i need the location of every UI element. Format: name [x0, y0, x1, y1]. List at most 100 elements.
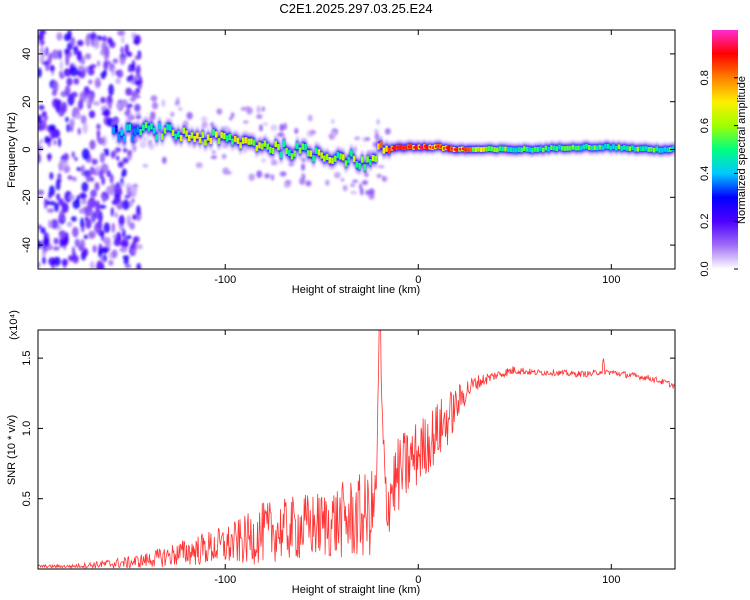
spectrogram-cell	[131, 90, 139, 99]
spectrogram-cell	[305, 180, 312, 187]
spectrogram-cell	[62, 236, 68, 248]
spectrogram-cell	[70, 36, 76, 47]
spectrogram-cell	[421, 146, 424, 149]
spectrogram-cell	[64, 190, 73, 203]
spectrogram-cell	[42, 61, 50, 66]
spectrogram-cell	[71, 151, 75, 159]
spectrogram-cell	[320, 152, 323, 159]
spectrogram-cell	[112, 58, 119, 64]
spectrogram-cell	[459, 148, 461, 151]
spectrogram-cell	[585, 143, 588, 149]
spectrogram-cell	[358, 162, 361, 170]
spectrogram-cell	[122, 228, 126, 239]
spectrogram-cell	[65, 116, 69, 123]
spectrogram-cell	[74, 156, 78, 162]
spectrogram-cell	[64, 48, 71, 55]
spectrogram-cell	[355, 161, 359, 168]
spectrogram-cell	[88, 230, 96, 239]
spectrogram-cell	[282, 140, 286, 147]
spectrogram-cell	[523, 146, 526, 152]
spectrogram-cell	[124, 43, 129, 55]
spectrogram-y-tick-label: -20	[21, 189, 33, 205]
spectrogram-cell	[120, 35, 125, 44]
snr-panel: -100 0 100 0.5 1.0 1.5 Height of straight li…	[6, 310, 676, 596]
spectrogram-cell	[97, 137, 105, 145]
spectrogram-cell	[385, 145, 388, 152]
spectrogram-cell	[373, 128, 380, 134]
spectrogram-cell	[350, 190, 358, 195]
spectrogram-cell	[487, 146, 491, 152]
spectrogram-cell	[80, 199, 88, 205]
spectrogram-cell	[100, 97, 106, 104]
spectrogram-cell	[142, 137, 148, 142]
spectrogram-cell	[80, 238, 86, 251]
spectrogram-cell	[49, 124, 56, 131]
spectrogram-cell	[127, 149, 133, 156]
spectrogram-cell	[196, 132, 199, 139]
spectrogram-cell	[131, 134, 134, 142]
spectrogram-cell	[426, 146, 429, 149]
spectrogram-cell	[45, 46, 49, 57]
spectrogram-cell	[124, 194, 131, 199]
spectrogram-cell	[405, 146, 407, 149]
spectrogram-cell	[328, 156, 332, 164]
spectrogram-cell	[351, 179, 359, 183]
spectrogram-cell	[301, 157, 306, 163]
spectrogram-cell	[399, 145, 402, 149]
spectrogram-cell	[363, 164, 367, 171]
spectrogram-cell	[51, 49, 60, 60]
spectrogram-cell	[655, 146, 659, 152]
spectrogram-cell	[52, 246, 60, 251]
spectrogram-cell	[51, 89, 57, 97]
spectrogram-cell	[258, 142, 261, 149]
colorbar-label: Normalized spectral amplitude	[736, 76, 748, 224]
snr-x-label: Height of straight line (km)	[292, 584, 420, 596]
spectrogram-cell	[509, 147, 513, 153]
spectrogram-cell	[85, 35, 91, 47]
spectrogram-cell	[135, 244, 143, 250]
spectrogram-cell	[49, 172, 54, 180]
spectrogram-x-tick-label: 0	[415, 274, 421, 286]
spectrogram-cell	[360, 187, 364, 196]
spectrogram-cell	[66, 77, 73, 87]
spectrogram-cell	[100, 255, 104, 263]
spectrogram-cell	[187, 134, 191, 142]
spectrogram-cell	[81, 181, 89, 193]
spectrogram-cell	[120, 46, 124, 55]
spectrogram-cell	[517, 147, 521, 153]
spectrogram-y-tick-label: 0	[21, 146, 33, 152]
spectrogram-cell	[429, 145, 432, 149]
spectrogram-cell	[220, 132, 223, 139]
spectrogram-cell	[84, 53, 92, 60]
snr-plot-area	[38, 330, 675, 569]
spectrogram-cell	[59, 60, 64, 72]
spectrogram-cell	[331, 157, 334, 164]
spectrogram-cell	[244, 106, 251, 111]
spectrogram-cell	[269, 146, 272, 153]
spectrogram-cell	[64, 85, 71, 97]
snr-y-tick-label: 0.5	[21, 491, 33, 506]
spectrogram-cell	[85, 66, 89, 73]
spectrogram-cell	[113, 184, 122, 195]
spectrogram-cell	[418, 145, 421, 149]
spectrogram-cell	[101, 110, 109, 116]
spectrogram-cell	[117, 134, 121, 141]
spectrogram-cell	[47, 219, 53, 229]
spectrogram-cell	[330, 131, 337, 139]
spectrogram-cell	[67, 175, 73, 180]
spectrogram-cell	[410, 145, 413, 148]
spectrogram-cell	[55, 180, 61, 191]
spectrogram-cell	[83, 234, 89, 240]
spectrogram-cell	[294, 127, 299, 135]
snr-y-ticks: 0.5 1.0 1.5	[21, 350, 675, 506]
snr-scale-label: (x10⁴)	[8, 310, 20, 340]
spectrogram-cell	[325, 179, 330, 186]
spectrogram-cell	[118, 214, 125, 226]
spectrogram-cell	[301, 163, 306, 171]
spectrogram-cell	[49, 64, 55, 72]
spectrogram-cell	[125, 87, 133, 96]
spectrogram-cell	[176, 96, 180, 105]
spectrogram-cell	[133, 236, 137, 245]
spectrogram-cell	[448, 147, 451, 150]
spectrogram-cell	[247, 138, 251, 145]
